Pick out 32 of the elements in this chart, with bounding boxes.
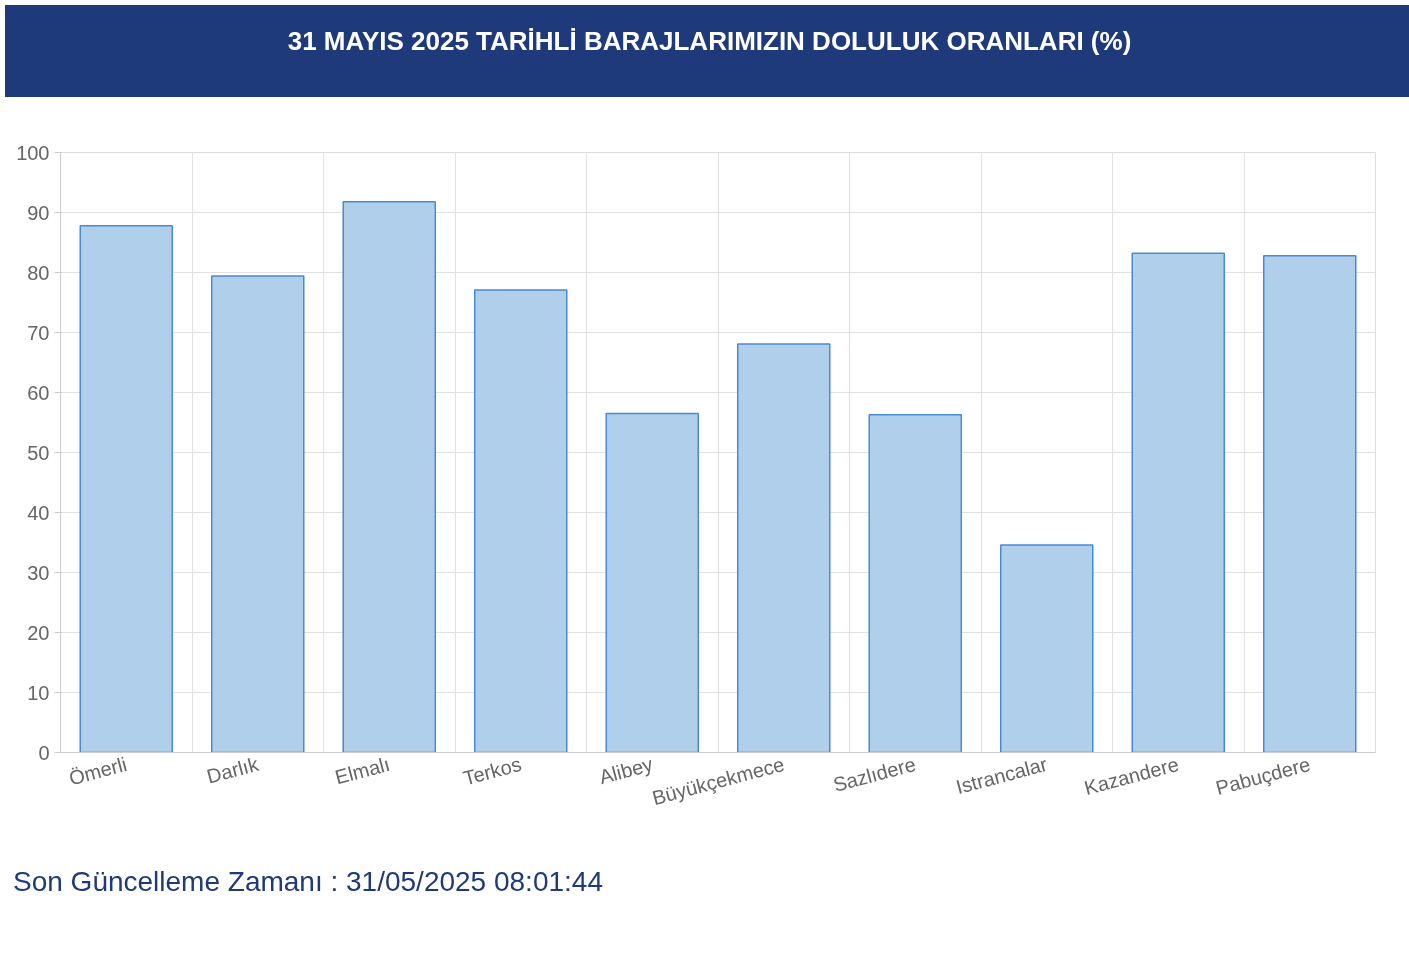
bar: [1262, 254, 1357, 753]
x-tick-label: Pabuçdere: [1213, 752, 1313, 799]
bar: [736, 343, 831, 753]
bar: [79, 224, 174, 753]
x-tick-label: Darlık: [204, 752, 262, 788]
x-tick-label: Kazandere: [1081, 752, 1182, 799]
bar: [999, 544, 1094, 753]
y-tick-label: 0: [38, 741, 50, 764]
x-tick-label: Terkos: [461, 752, 524, 790]
y-tick-label: 60: [27, 381, 50, 404]
x-tick-label: Elmalı: [332, 752, 393, 789]
chart-title: 31 MAYIS 2025 TARİHLİ BARAJLARIMIZIN DOLULUK ORANLARI (%): [287, 25, 1132, 58]
bar: [473, 289, 568, 753]
y-tick-label: 100: [16, 141, 50, 164]
bar: [605, 412, 700, 753]
x-tick-label: Ömerli: [66, 752, 130, 790]
y-tick-label: 70: [27, 321, 50, 344]
x-tick-label: Istrancalar: [953, 752, 1050, 799]
y-tick-label: 90: [27, 201, 50, 224]
bar: [342, 200, 437, 753]
y-tick-label: 40: [27, 501, 50, 524]
y-tick-label: 30: [27, 561, 50, 584]
x-tick-label: Sazlıdere: [830, 752, 919, 796]
x-tick-label: Alibey: [596, 752, 656, 789]
y-tick-label: 10: [27, 681, 50, 704]
bar: [868, 413, 963, 753]
y-tick-label: 50: [27, 441, 50, 464]
bar: [210, 275, 305, 753]
y-tick-label: 20: [27, 621, 50, 644]
y-tick-label: 80: [27, 261, 50, 284]
bar: [1131, 252, 1226, 753]
text: Son Güncelleme Zamanı : 31/05/2025 08:01:44: [13, 865, 603, 899]
